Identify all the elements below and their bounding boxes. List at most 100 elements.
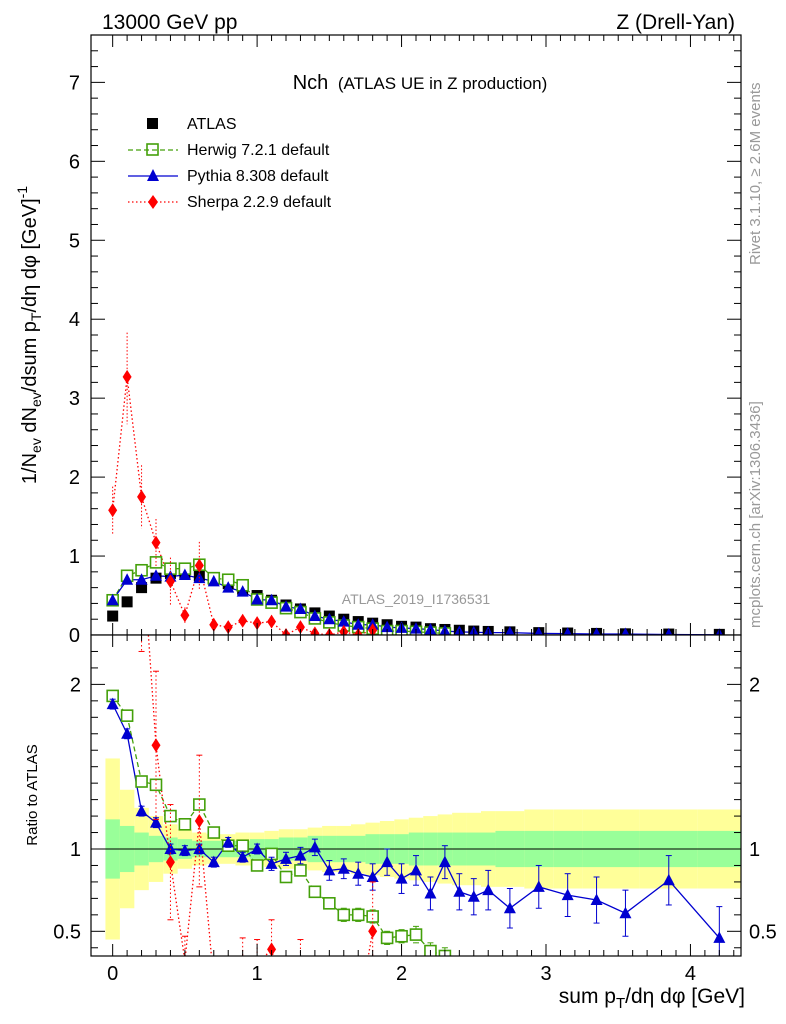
main-point-pythia: [352, 618, 365, 630]
main-point-pythia: [251, 592, 264, 605]
y-tick-label: 0: [69, 625, 80, 647]
main-axes: 0 1 2 3 4 5 6 7: [69, 35, 741, 647]
legend-marker-pythia: [147, 169, 159, 181]
main-point-sherpa: [295, 620, 305, 635]
ratio-line-pythia: [112, 703, 720, 939]
mcplots-label: mcplots.cern.ch [arXiv:1306.3436]: [747, 401, 764, 628]
ratio-point-pythia: [207, 855, 220, 868]
main-point-pythia: [265, 593, 278, 606]
ratio-point-sherpa: [194, 814, 204, 829]
ratio-point-pythia: [178, 844, 191, 856]
main-point-pythia: [121, 573, 134, 585]
ratio-point-herwig: [366, 910, 379, 923]
ratio-y-axis-label: Ratio to ATLAS: [24, 744, 41, 845]
ratio-point-sherpa: [368, 924, 378, 939]
ratio-point-pythia: [381, 855, 394, 868]
main-point-sherpa: [267, 614, 277, 629]
legend-item-sherpa: Sherpa 2.2.9 default: [128, 194, 332, 211]
ratio-point-pythia: [395, 872, 408, 884]
main-point-pythia: [424, 622, 437, 635]
process-label: Z (Drell-Yan): [616, 11, 735, 34]
legend-item-pythia: Pythia 8.308 default: [128, 168, 329, 185]
main-point-pythia: [178, 568, 191, 580]
main-point-sherpa: [238, 613, 248, 628]
ratio-point-pythia: [410, 863, 422, 876]
ratio-point-sherpa: [165, 855, 175, 870]
x-tick-label: 1: [252, 963, 263, 985]
ratio-point-sherpa: [224, 982, 233, 996]
y-tick-label: 6: [69, 151, 80, 173]
main-point-pythia: [592, 627, 601, 635]
ratio-point-herwig: [323, 897, 336, 910]
ratio-point-pythia: [251, 842, 264, 854]
y-tick-label: 7: [69, 72, 80, 94]
ratio-point-pythia: [662, 873, 675, 886]
ratio-point-sherpa: [151, 738, 161, 753]
main-point-sherpa: [194, 558, 204, 573]
legend-label-herwig: Herwig 7.2.1 default: [187, 142, 330, 159]
main-plot-frame: [91, 35, 741, 635]
ratio-point-pythia: [467, 890, 480, 902]
legend: ATLAS Herwig 7.2.1 default Pythia 8.308 …: [128, 116, 332, 211]
ratio-point-pythia: [337, 862, 350, 874]
ratio-point-pythia: [366, 870, 379, 882]
ratio-point-pythia: [280, 852, 292, 864]
legend-label-sherpa: Sherpa 2.2.9 default: [187, 194, 332, 211]
ratio-point-herwig: [395, 929, 408, 943]
x-tick-label: 2: [396, 963, 407, 985]
ratio-point-pythia: [532, 880, 545, 892]
ratio-point-pythia: [106, 697, 119, 710]
ratio-point-herwig: [279, 870, 293, 884]
main-point-pythia: [207, 574, 220, 587]
plot-title-main: Nch: [293, 72, 329, 94]
ratio-point-pythia: [619, 906, 632, 919]
legend-marker-sherpa: [148, 195, 158, 209]
ratio-y-tick-label: 1: [70, 839, 81, 861]
ratio-point-pythia: [438, 855, 451, 868]
legend-item-atlas: ATLAS: [147, 116, 237, 133]
ratio-point-herwig: [120, 709, 134, 722]
x-tick-label: 3: [540, 963, 551, 985]
ratio-point-pythia: [150, 816, 162, 828]
ratio-point-pythia: [482, 883, 495, 896]
ratio-point-pythia: [236, 850, 249, 863]
y-tick-label: 4: [69, 309, 80, 331]
main-point-atlas: [107, 610, 119, 622]
ratio-point-sherpa: [354, 1007, 363, 1021]
ratio-point-herwig: [250, 859, 264, 872]
legend-label-pythia: Pythia 8.308 default: [187, 168, 329, 185]
ratio-line-herwig: [112, 695, 446, 956]
main-point-sherpa: [151, 535, 161, 550]
legend-item-herwig: Herwig 7.2.1 default: [128, 142, 330, 159]
main-y-axis-label: 1/Nev dNev/dsum pT/dη dφ [GeV]-1: [14, 186, 44, 484]
ratio-axes: 0 1 2 3 4 0.5 0.5 1 1 2 2: [53, 634, 777, 985]
ratio-point-herwig: [135, 775, 148, 788]
ratio-point-pythia: [323, 863, 336, 876]
main-point-pythia: [150, 569, 162, 581]
main-point-sherpa: [223, 620, 233, 635]
main-point-sherpa: [165, 574, 175, 589]
main-point-pythia: [337, 615, 350, 627]
legend-marker-atlas: [147, 118, 158, 129]
ratio-point-pythia: [503, 901, 516, 914]
ratio-point-pythia: [352, 867, 365, 879]
ratio-point-herwig: [337, 908, 351, 922]
ratio-point-sherpa: [242, 955, 243, 956]
y-tick-label: 2: [69, 467, 80, 489]
main-point-pythia: [534, 626, 543, 635]
main-point-sherpa: [180, 608, 190, 623]
main-point-pythia: [410, 622, 422, 634]
ratio-point-sherpa: [339, 974, 348, 988]
plot-title-sub: (ATLAS UE in Z production): [338, 74, 547, 93]
main-point-pythia: [381, 620, 394, 633]
main-point-pythia: [106, 593, 119, 606]
ratio-point-sherpa: [282, 1007, 291, 1021]
main-point-pythia: [665, 628, 673, 635]
ratio-point-herwig: [294, 864, 307, 877]
y-tick-label: 3: [69, 388, 80, 410]
plot-title: Nch (ATLAS UE in Z production): [293, 72, 548, 94]
ratio-point-herwig: [409, 928, 423, 941]
main-point-pythia: [621, 627, 630, 635]
